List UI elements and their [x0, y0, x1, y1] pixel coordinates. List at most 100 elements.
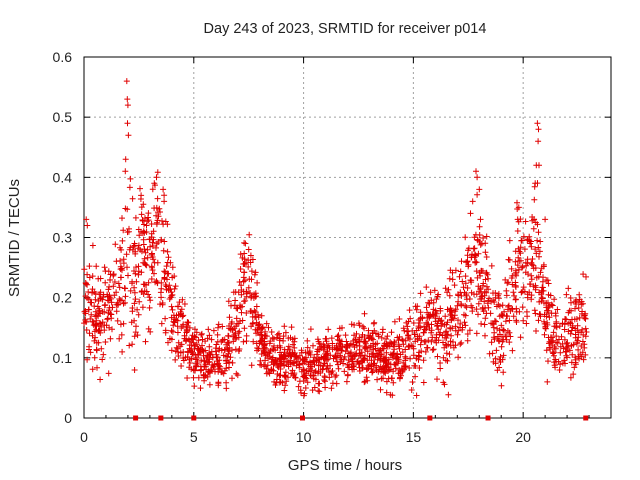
- data-point: [541, 331, 548, 338]
- data-point: [471, 234, 478, 241]
- data-point: [337, 341, 344, 348]
- data-point: [243, 332, 250, 339]
- data-point: [369, 369, 376, 376]
- data-point: [215, 379, 222, 386]
- data-point: [547, 346, 554, 352]
- data-point-peak: [476, 186, 483, 193]
- data-point: [206, 358, 213, 365]
- data-point: [459, 278, 466, 285]
- data-point: [311, 354, 318, 361]
- data-point: [281, 387, 288, 394]
- data-point: [371, 319, 378, 326]
- data-point: [130, 243, 137, 250]
- data-point: [458, 258, 465, 265]
- data-point: [496, 364, 503, 371]
- data-point: [420, 329, 427, 336]
- data-point: [464, 285, 471, 291]
- data-point: [283, 358, 290, 365]
- y-tick-label: 0.4: [53, 169, 73, 185]
- data-point: [306, 348, 313, 355]
- data-point: [506, 237, 513, 244]
- data-point: [380, 359, 387, 365]
- data-point: [241, 239, 248, 246]
- data-point: [291, 344, 298, 351]
- data-point: [343, 343, 350, 350]
- data-point: [304, 344, 311, 351]
- data-point: [378, 334, 385, 341]
- data-point: [138, 269, 145, 276]
- data-point: [219, 323, 226, 330]
- data-point: [96, 307, 103, 314]
- data-point: [174, 323, 181, 330]
- data-point: [177, 349, 184, 356]
- data-point: [335, 332, 342, 339]
- data-point: [520, 284, 527, 291]
- data-point: [268, 329, 275, 335]
- data-point: [132, 214, 139, 221]
- data-point: [421, 326, 428, 333]
- data-point: [576, 291, 583, 298]
- data-point: [506, 339, 513, 346]
- data-point: [462, 234, 469, 241]
- data-point: [389, 354, 396, 361]
- data-point: [492, 294, 499, 301]
- data-point: [565, 328, 572, 335]
- data-point: [544, 321, 551, 328]
- data-point: [230, 338, 237, 345]
- data-point: [110, 283, 117, 290]
- data-point: [236, 328, 243, 335]
- data-point: [474, 237, 481, 244]
- data-point: [145, 210, 152, 217]
- data-point: [116, 284, 123, 291]
- data-point: [365, 362, 372, 369]
- data-point: [528, 272, 535, 279]
- data-point: [568, 299, 574, 306]
- data-point: [485, 304, 492, 311]
- data-point: [191, 383, 198, 390]
- data-point: [349, 356, 356, 363]
- data-point: [457, 268, 464, 275]
- data-point: [493, 318, 499, 325]
- data-point: [540, 287, 547, 294]
- data-point-peak: [153, 174, 160, 181]
- data-point: [81, 266, 88, 273]
- data-point: [452, 267, 459, 274]
- data-point: [490, 290, 496, 297]
- data-point: [365, 327, 372, 334]
- data-point: [180, 321, 187, 328]
- y-tick-label: 0.5: [53, 109, 73, 125]
- data-point: [420, 379, 427, 386]
- data-point: [505, 279, 512, 286]
- data-point-peak: [84, 222, 91, 229]
- data-point: [255, 326, 261, 332]
- data-point: [449, 276, 456, 283]
- data-point: [408, 342, 415, 349]
- data-point: [165, 270, 172, 277]
- data-point: [169, 328, 176, 335]
- data-point: [81, 308, 88, 315]
- data-point: [383, 341, 390, 348]
- data-point: [125, 272, 131, 279]
- data-point: [116, 335, 123, 342]
- data-point: [287, 334, 294, 341]
- data-point: [482, 276, 489, 283]
- data-point: [533, 274, 540, 281]
- data-point: [458, 339, 465, 346]
- data-point: [282, 329, 289, 336]
- data-point: [317, 341, 324, 348]
- data-point: [343, 378, 350, 385]
- data-point: [534, 221, 541, 228]
- data-point: [115, 301, 122, 308]
- data-point: [323, 357, 330, 363]
- data-point: [168, 292, 175, 299]
- data-point: [288, 353, 295, 360]
- data-point: [488, 298, 495, 305]
- data-point: [575, 305, 582, 311]
- data-point: [141, 221, 147, 228]
- data-point: [467, 277, 474, 284]
- data-point: [546, 314, 553, 321]
- data-point: [463, 259, 470, 266]
- data-point: [549, 349, 556, 356]
- data-point: [282, 355, 288, 362]
- data-point: [485, 275, 492, 282]
